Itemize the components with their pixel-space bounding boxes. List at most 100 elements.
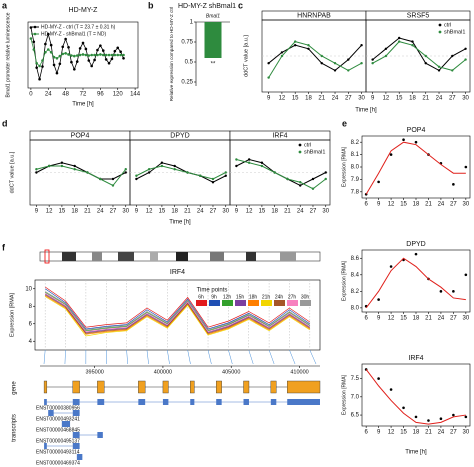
data-point — [55, 57, 59, 60]
y-tick-label: 1 — [190, 20, 194, 26]
data-point — [464, 165, 468, 169]
legend-dot — [298, 143, 302, 147]
x-tick-label: 18 — [71, 209, 78, 215]
data-point — [247, 158, 251, 161]
data-point — [424, 62, 427, 65]
facet-title: HNRNPAB — [297, 12, 331, 19]
gene-exon — [270, 380, 277, 394]
legend-swatch — [222, 300, 233, 306]
data-point — [119, 53, 122, 57]
series-line — [36, 165, 127, 187]
data-point — [35, 66, 38, 69]
data-point — [224, 171, 227, 174]
x-tick-label: 9 — [377, 202, 381, 208]
data-point — [84, 47, 88, 51]
x-axis-label: Time [h] — [355, 108, 377, 114]
probe-link — [187, 349, 191, 365]
x-tick-label: 15 — [396, 96, 403, 102]
data-point — [414, 415, 418, 419]
legend-dot — [298, 150, 302, 154]
x-tick-label: 24 — [438, 430, 445, 436]
data-point — [101, 49, 105, 52]
x-tick-label: 96 — [97, 92, 104, 98]
plot-frame — [34, 279, 321, 351]
series-line — [372, 37, 466, 72]
data-point — [347, 69, 350, 72]
data-point — [211, 181, 215, 184]
probe-link — [64, 349, 66, 365]
transcript-exon — [97, 432, 103, 438]
data-point — [147, 168, 151, 171]
data-point — [260, 164, 264, 168]
data-point — [78, 47, 82, 50]
data-point — [439, 417, 443, 421]
data-point — [402, 406, 405, 410]
legend-label: shBmal1 — [444, 29, 465, 35]
x-tick-label: 24 — [436, 96, 443, 102]
x-tick-label: 18 — [413, 430, 420, 436]
x-tick-label: 18 — [413, 202, 420, 208]
x-tick-label: 15 — [400, 316, 407, 322]
x-tick-label: 9 — [35, 209, 39, 215]
data-point — [235, 158, 238, 161]
legend-dot — [33, 25, 37, 29]
gene-exon — [43, 380, 48, 394]
panel-letter: e — [342, 118, 347, 128]
legend-label: 6h — [198, 294, 204, 300]
data-point — [113, 53, 117, 57]
data-point — [371, 62, 374, 65]
transcript-exon — [44, 443, 47, 449]
data-point — [90, 53, 93, 57]
data-point — [60, 164, 64, 168]
data-point — [75, 60, 79, 63]
series-line — [44, 293, 311, 333]
legend-label: 21h — [262, 294, 271, 300]
y-tick-label: 8.1 — [351, 152, 360, 158]
x-tick-label: 15 — [400, 202, 407, 208]
x-tick-label: 27 — [110, 209, 117, 215]
y-tick-label: 8.2 — [351, 140, 360, 146]
x-axis-label: Time [h] — [169, 220, 191, 226]
x-tick-label: 12 — [279, 96, 286, 102]
data-point — [452, 413, 455, 417]
chart-title: HD-MY-Z — [69, 7, 99, 14]
data-point — [320, 62, 323, 65]
data-point — [260, 161, 264, 164]
series-line — [44, 292, 311, 333]
legend-label: 18h — [249, 294, 258, 300]
data-point — [267, 76, 270, 79]
data-point — [35, 171, 38, 174]
track-label: gene — [12, 381, 18, 395]
probe-link — [207, 349, 212, 365]
legend-swatch — [235, 300, 246, 306]
facet-title: SRSF5 — [407, 12, 430, 19]
data-point — [49, 43, 53, 47]
data-point — [333, 69, 337, 72]
transcript-exon — [216, 399, 222, 405]
data-point — [173, 168, 176, 171]
transcript-name: ENST00000468845 — [36, 427, 80, 433]
y-axis-label: Expression [RMA] — [341, 260, 347, 301]
data-point — [267, 62, 270, 65]
data-point — [402, 138, 405, 142]
data-point — [211, 177, 215, 181]
x-tick-label: 21 — [425, 430, 432, 436]
y-tick-label: 8 — [29, 304, 33, 310]
bar — [204, 22, 222, 58]
x-tick-label: 21 — [425, 316, 432, 322]
x-tick-label: 12 — [388, 430, 395, 436]
data-point — [46, 48, 50, 51]
gene-exon — [97, 380, 105, 394]
data-point — [273, 171, 276, 174]
data-point — [58, 54, 62, 58]
category-label: Bmal1 — [206, 13, 220, 19]
data-point — [64, 52, 67, 55]
data-point — [93, 58, 96, 62]
data-point — [124, 168, 127, 171]
legend-swatch — [287, 300, 298, 306]
data-point — [293, 40, 297, 43]
legend-swatch — [274, 300, 285, 306]
series-line — [365, 369, 466, 425]
data-point — [44, 42, 47, 46]
